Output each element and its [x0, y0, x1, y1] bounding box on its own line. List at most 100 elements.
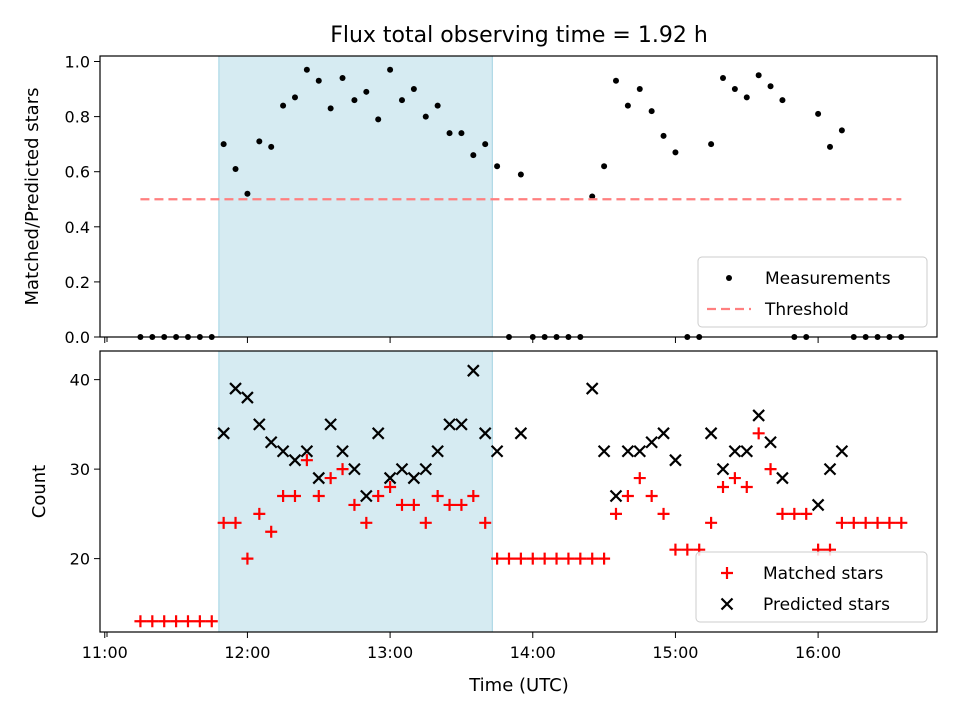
matched-stars-point	[883, 516, 896, 529]
predicted-stars-point	[835, 444, 849, 458]
predicted-stars-point	[514, 427, 528, 440]
measurement-point	[351, 97, 358, 104]
measurement-point	[458, 130, 465, 137]
measurement-point	[826, 143, 833, 150]
measurement-point	[375, 116, 382, 123]
predicted-stars-point	[264, 436, 278, 449]
matched-stars-point	[336, 463, 349, 476]
predicted-stars-point	[312, 471, 326, 485]
matched-stars-point	[788, 507, 801, 520]
matched-stars-point	[740, 481, 753, 494]
matched-stars-point	[764, 463, 777, 476]
predicted-stars-point	[276, 444, 290, 458]
x-tick-label: 12:00	[224, 643, 270, 662]
measurement-point	[494, 163, 501, 170]
measurement-point	[339, 75, 346, 82]
predicted-stars-point	[383, 471, 397, 485]
predicted-stars-point	[217, 427, 230, 440]
matched-stars-point	[384, 481, 397, 494]
measurement-point	[731, 86, 738, 93]
measurement-point	[660, 132, 667, 139]
matched-stars-point	[645, 489, 658, 502]
predicted-stars-point	[823, 462, 837, 476]
predicted-stars-point	[704, 427, 718, 440]
predicted-stars-point	[657, 427, 670, 440]
matched-stars-point	[871, 516, 884, 529]
matched-stars-point	[776, 507, 789, 520]
matched-stars-point	[241, 552, 254, 565]
matched-stars-point	[550, 552, 563, 565]
legend-box	[697, 256, 928, 328]
matched-stars-point	[895, 516, 908, 529]
matched-stars-point	[360, 516, 373, 529]
y-tick-label: 30	[70, 460, 90, 479]
matched-stars-point	[598, 552, 611, 565]
matched-stars-point	[502, 552, 515, 565]
predicted-stars-point	[336, 444, 349, 458]
count-y-axis: 20 30 40	[70, 371, 100, 569]
matched-stars-point	[669, 543, 682, 556]
matched-stars-point	[431, 489, 444, 502]
y-tick-label: 40	[70, 371, 90, 390]
matched-stars-point	[574, 552, 587, 565]
y-tick-label: 1.0	[65, 53, 90, 72]
measurement-point	[434, 102, 441, 109]
measurement-point	[743, 94, 750, 101]
count-panel-frame	[99, 350, 938, 633]
measurement-point	[612, 77, 619, 84]
predicted-stars-point	[478, 427, 492, 440]
matched-stars-point	[609, 507, 622, 520]
observing-window-shade	[218, 56, 493, 337]
measurement-point	[446, 130, 453, 137]
matched-stars-point	[681, 543, 694, 556]
measurement-point	[220, 141, 227, 148]
matched-stars-point	[288, 489, 301, 502]
predicted-stars-point	[811, 498, 825, 512]
measurement-point	[268, 143, 275, 150]
predicted-stars-point	[764, 436, 777, 449]
predicted-stars-point	[585, 382, 599, 395]
time-x-axis: 11:00 12:00 13:00 14:00 15:00 16:00	[82, 632, 841, 662]
matched-stars-point	[372, 489, 385, 502]
measurement-point	[648, 108, 655, 115]
y-tick-label: 0.2	[65, 273, 90, 292]
measurement-point	[244, 190, 251, 197]
matched-stars-point	[146, 615, 159, 628]
predicted-stars-point	[467, 364, 480, 377]
matched-stars-point	[835, 516, 848, 529]
ratio-panel: 0.0 0.2 0.4 0.6 0.8 1.0 Matched/Predicted sta…	[22, 53, 938, 347]
measurement-point	[672, 149, 679, 156]
count-y-axis-label: Count	[29, 465, 50, 518]
legend-label: Measurements	[765, 269, 891, 289]
legend-x-icon	[720, 597, 734, 611]
matched-stars-point	[312, 489, 325, 502]
predicted-stars-point	[633, 444, 647, 458]
predicted-stars-point	[645, 436, 658, 449]
legend-label: Threshold	[764, 300, 849, 320]
matched-stars-point	[419, 516, 432, 529]
matched-stars-point	[348, 498, 361, 511]
measurement-point	[517, 171, 524, 178]
matched-stars-point	[455, 498, 468, 511]
ratio-y-axis: 0.0 0.2 0.4 0.6 0.8 1.0	[65, 53, 100, 347]
x-axis-label: Time (UTC)	[468, 675, 569, 696]
predicted-stars-point	[360, 489, 373, 503]
matched-stars-point	[324, 472, 337, 485]
predicted-stars-point	[776, 471, 789, 485]
measurement-point	[482, 141, 489, 148]
measurement-point	[291, 94, 298, 101]
x-tick-label: 11:00	[82, 643, 128, 662]
matched-stars-point	[158, 615, 171, 628]
predicted-stars-point	[241, 391, 254, 404]
matched-stars-point	[193, 615, 206, 628]
measurement-point	[719, 75, 726, 82]
count-marks	[134, 364, 908, 628]
predicted-stars-point	[752, 409, 765, 422]
matched-stars-point	[526, 552, 539, 565]
matched-stars-point	[205, 615, 218, 628]
count-legend: Matched stars Predicted stars	[695, 551, 928, 623]
predicted-stars-point	[669, 453, 682, 467]
matched-stars-point	[586, 552, 599, 565]
predicted-stars-point	[253, 418, 266, 431]
matched-stars-point	[395, 498, 408, 511]
